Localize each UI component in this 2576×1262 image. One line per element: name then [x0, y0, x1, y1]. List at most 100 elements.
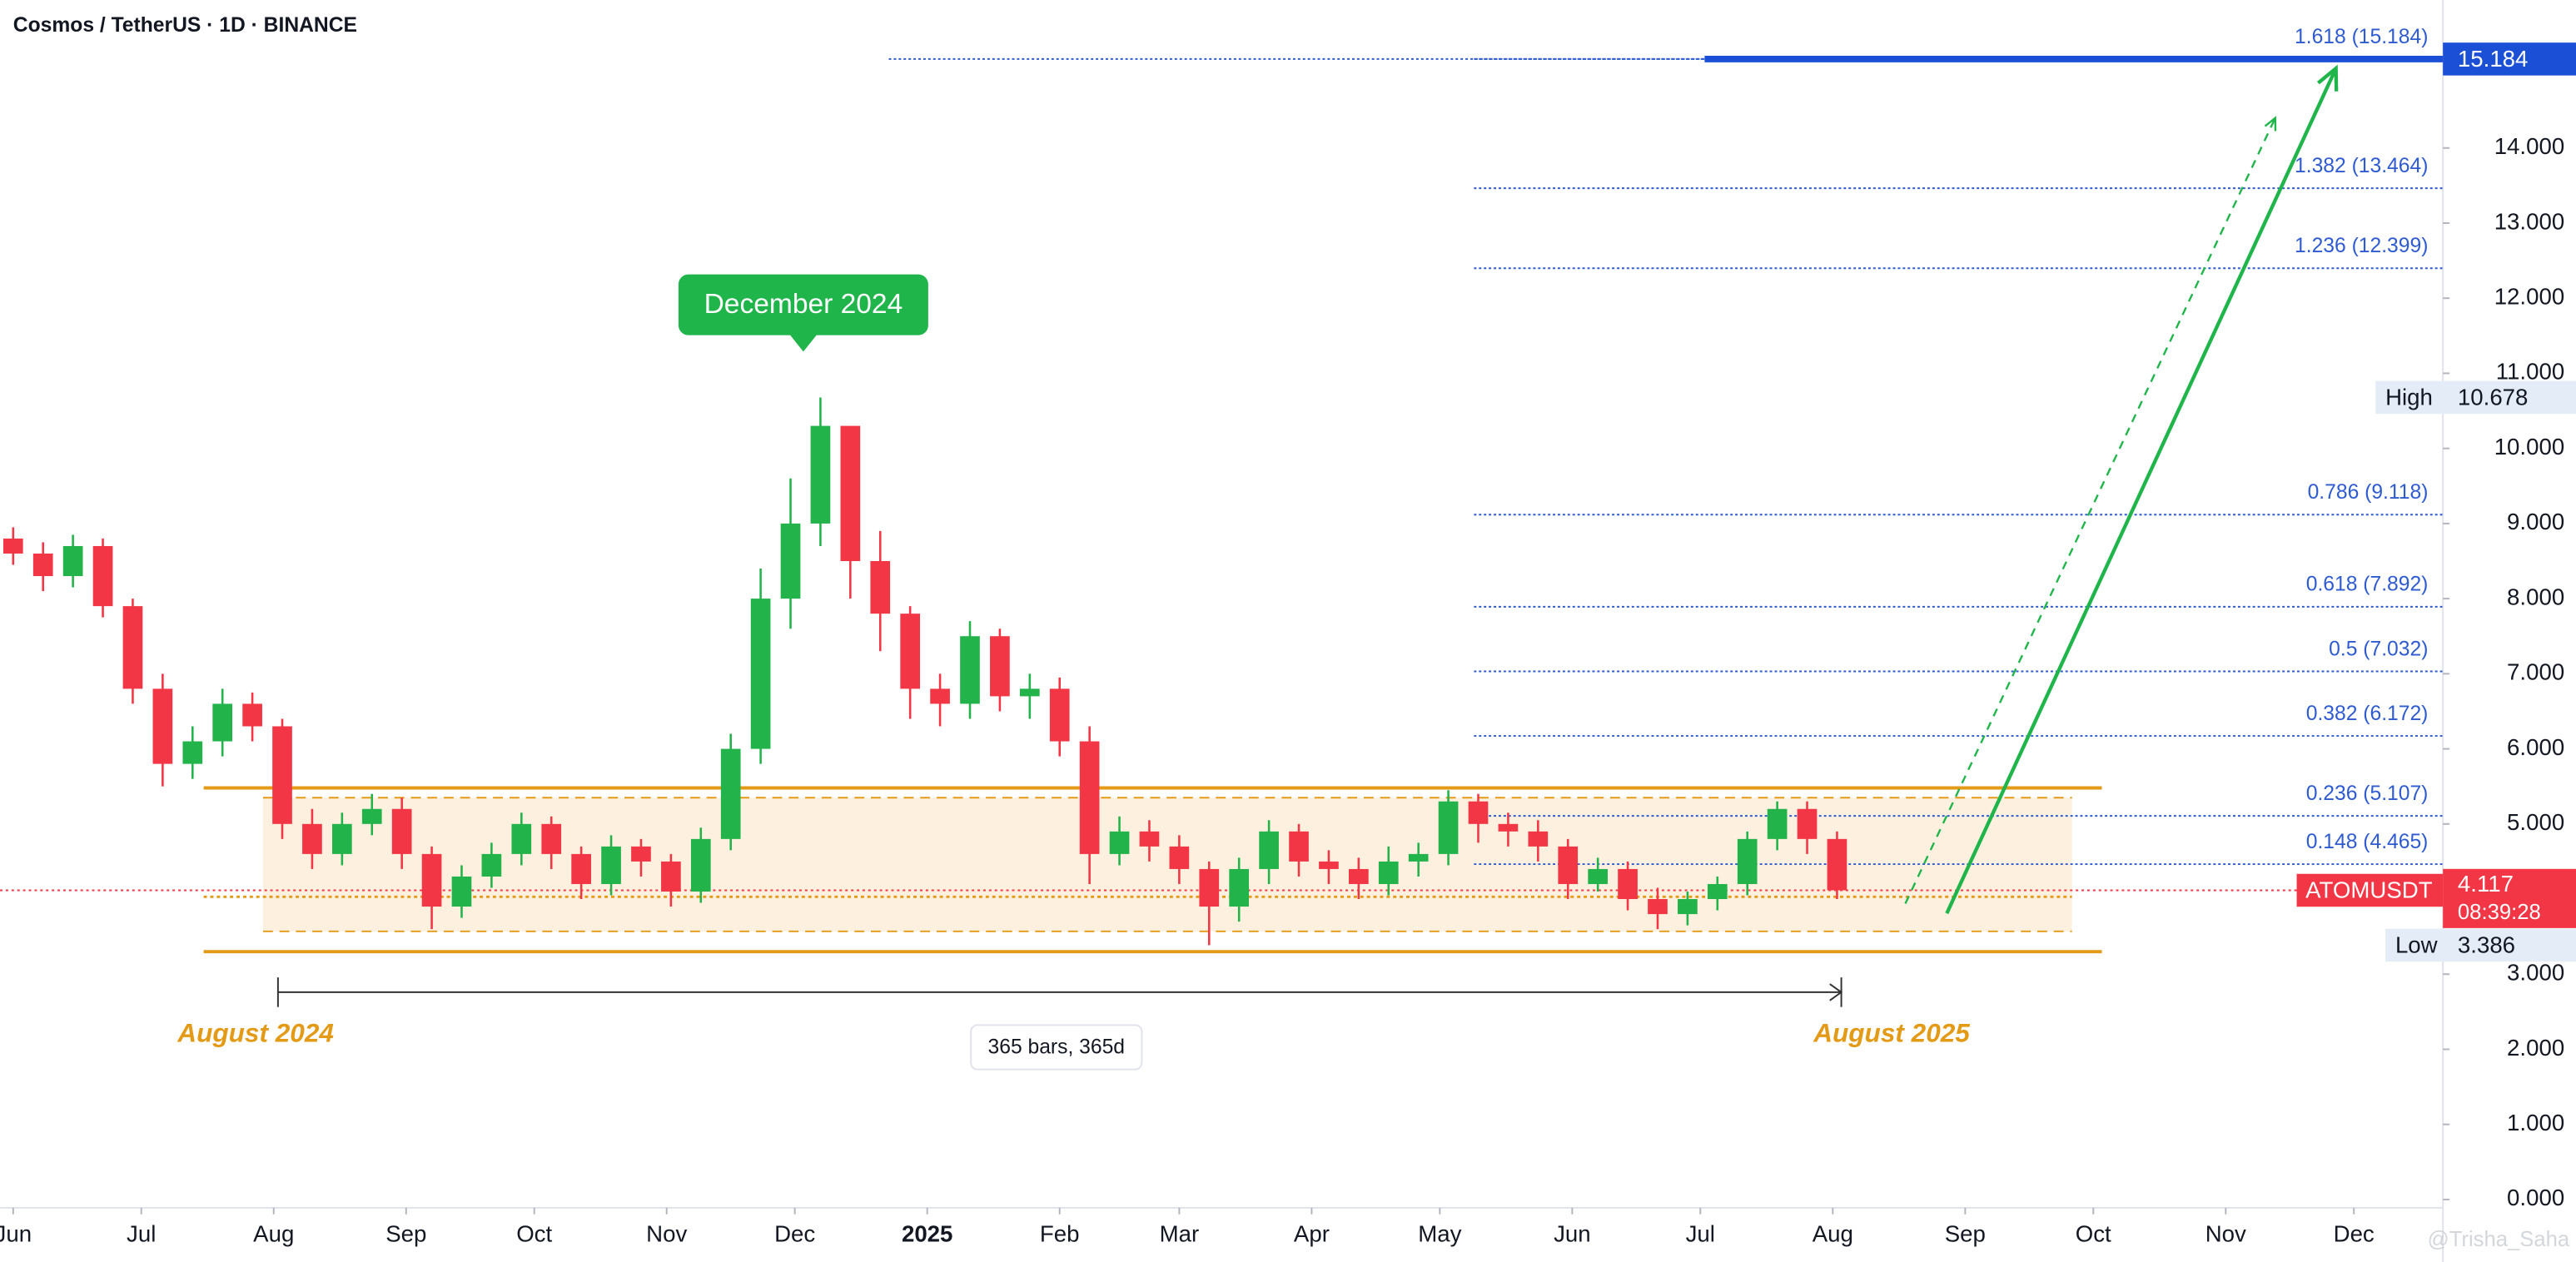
candle-body — [1109, 831, 1130, 854]
candle-body — [631, 846, 651, 862]
date-range-label: 365 bars, 365d — [988, 1036, 1125, 1059]
x-tick-label: May — [1418, 1221, 1461, 1247]
x-tick-label: Dec — [2334, 1221, 2375, 1247]
x-tick-label: Oct — [516, 1221, 552, 1247]
x-tick-label: Jun — [0, 1221, 32, 1247]
callout-text: December 2024 — [704, 289, 903, 320]
candle-body — [92, 545, 113, 607]
candle-body — [302, 823, 322, 854]
x-tick-label: Jul — [127, 1221, 156, 1247]
candle-body — [1678, 899, 1698, 915]
candle-body — [1019, 688, 1040, 697]
candle-body — [391, 808, 412, 854]
candle-body — [182, 741, 203, 764]
candle-body — [1259, 831, 1279, 869]
candle-body — [1588, 868, 1608, 884]
fib-label: 0.382 (6.172) — [2306, 703, 2429, 725]
target-price-box — [2443, 42, 2576, 76]
candle-body — [690, 838, 711, 892]
x-tick-label: 2025 — [902, 1221, 952, 1247]
y-tick-label: 6.000 — [2507, 734, 2564, 760]
x-tick-label: Sep — [385, 1221, 426, 1247]
marker-box — [2385, 928, 2576, 962]
x-tick-label: Aug — [253, 1221, 294, 1247]
y-tick-label: 5.000 — [2507, 809, 2564, 835]
last-name: ATOMUSDT — [2305, 877, 2433, 903]
candle-body — [541, 823, 562, 854]
candle-body — [1229, 868, 1250, 907]
last-name-box — [2296, 873, 2444, 907]
candle-body — [1319, 861, 1339, 869]
fib-label: 0.148 (4.465) — [2306, 831, 2429, 853]
x-tick-label: Feb — [1040, 1221, 1080, 1247]
candle-body — [212, 703, 233, 742]
candle-body — [1737, 838, 1758, 884]
candle-body — [1408, 853, 1429, 862]
marker-name: Low — [2395, 932, 2439, 958]
candle-body — [720, 748, 741, 839]
x-tick-label: Dec — [774, 1221, 815, 1247]
fib-label: 1.618 (15.184) — [2295, 26, 2428, 48]
y-tick-label: 3.000 — [2507, 960, 2564, 986]
annotation: August 2025 — [1813, 1018, 1970, 1048]
fib-label: 1.236 (12.399) — [2295, 235, 2428, 257]
candle-body — [122, 606, 143, 689]
candle-body — [1707, 883, 1728, 900]
y-tick-label: 2.000 — [2507, 1035, 2564, 1061]
y-tick-label: 13.000 — [2494, 208, 2564, 234]
candle-body — [1618, 868, 1638, 900]
candle-body — [481, 853, 502, 877]
x-tick-label: Nov — [2206, 1221, 2246, 1247]
candle-body — [1767, 808, 1788, 839]
candle-body — [1468, 801, 1489, 824]
candle-body — [960, 636, 980, 704]
candle-body — [62, 545, 83, 577]
target-price-label: 15.184 — [2458, 46, 2528, 72]
candle-body — [421, 853, 442, 907]
projection-line — [1904, 117, 2276, 904]
last-price: 4.117 — [2458, 871, 2514, 897]
candle-body — [571, 853, 591, 884]
y-tick-label: 1.000 — [2507, 1110, 2564, 1135]
candle-body — [810, 425, 831, 524]
x-tick-label: Oct — [2076, 1221, 2111, 1247]
x-tick-label: Sep — [1945, 1221, 1986, 1247]
candle-body — [1169, 846, 1190, 869]
fib-label: 0.786 (9.118) — [2308, 481, 2429, 504]
projection-line — [1945, 67, 2338, 915]
candle-body — [1797, 808, 1818, 839]
candle-body — [601, 846, 621, 884]
candle-body — [272, 726, 292, 824]
candle-body — [661, 861, 681, 892]
y-tick-label: 7.000 — [2507, 659, 2564, 685]
candle-body — [990, 636, 1010, 697]
candle-body — [1199, 868, 1220, 907]
candle-body — [1349, 868, 1369, 884]
candle-body — [930, 688, 950, 704]
candle-body — [32, 553, 53, 577]
x-tick-label: Mar — [1160, 1221, 1200, 1247]
projection-arrowhead — [2316, 64, 2339, 92]
marker-name: High — [2385, 385, 2433, 410]
candle-body — [750, 599, 771, 749]
watermark: @Trisha_Saha — [2428, 1228, 2570, 1251]
candle-body — [1498, 823, 1519, 832]
projection-arrowhead — [2264, 116, 2277, 132]
candle-body — [1827, 838, 1847, 891]
candle-body — [1528, 831, 1549, 847]
y-tick-label: 14.000 — [2494, 133, 2564, 159]
marker-box — [2375, 380, 2576, 415]
fib-label: 1.382 (13.464) — [2295, 155, 2428, 177]
y-tick-label: 8.000 — [2507, 584, 2564, 609]
x-tick-label: Nov — [646, 1221, 687, 1247]
callout-box — [678, 274, 928, 352]
y-tick-label: 0.000 — [2507, 1185, 2564, 1210]
candle-body — [361, 808, 382, 824]
candle-body — [1049, 688, 1070, 742]
candle-body — [870, 560, 891, 614]
candle-body — [1079, 741, 1100, 854]
chart-title: Cosmos / TetherUS · 1D · BINANCE — [13, 14, 357, 37]
